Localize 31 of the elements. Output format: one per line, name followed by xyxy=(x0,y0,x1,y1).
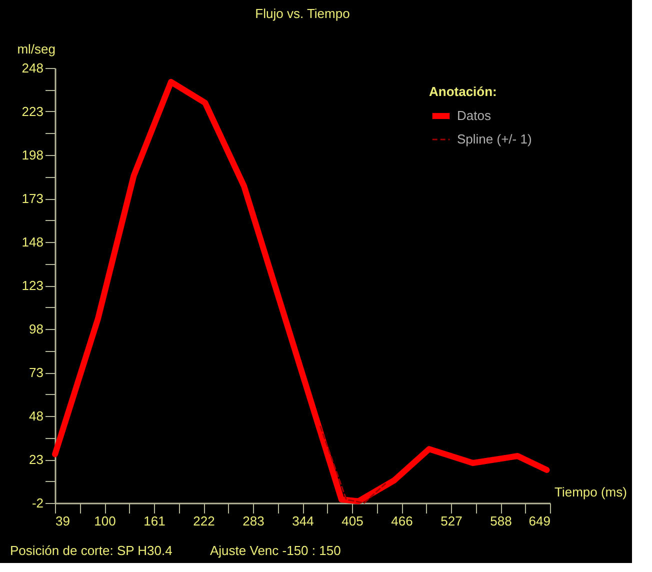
y-tick-label: 98 xyxy=(29,322,44,336)
legend-title: Anotación: xyxy=(429,84,497,99)
y-tick-label: -2 xyxy=(32,496,44,510)
y-tick-label: 173 xyxy=(22,191,44,206)
x-axis-title: Tiempo (ms) xyxy=(554,484,627,500)
x-tick-label: 100 xyxy=(94,514,116,528)
chart-title: Flujo vs. Tiempo xyxy=(255,6,350,21)
y-tick-label: 223 xyxy=(22,104,44,119)
x-tick-label: 588 xyxy=(490,514,512,528)
text: Posición de corte: SP H30.4 xyxy=(10,543,172,558)
y-tick-label: 23 xyxy=(29,452,44,467)
y-tick-label: 73 xyxy=(29,365,44,380)
y-tick-label: 48 xyxy=(29,408,44,424)
line-series xyxy=(320,426,386,504)
y-tick-label: 123 xyxy=(22,278,44,293)
x-tick-label: 39 xyxy=(56,514,70,528)
text: Ajuste Venc -150 : 150 xyxy=(210,543,341,558)
y-tick-label: 198 xyxy=(22,148,44,162)
x-tick-label: 161 xyxy=(144,514,166,528)
legend-label: Spline (+/- 1) xyxy=(457,132,532,146)
y-tick-label: 248 xyxy=(22,60,44,76)
legend-label: Datos xyxy=(457,108,492,123)
x-tick-label: 344 xyxy=(292,514,314,528)
y-axis-title: ml/seg xyxy=(17,42,56,56)
x-tick-label: 405 xyxy=(342,514,364,528)
x-tick-label: 527 xyxy=(440,514,462,528)
x-tick-label: 222 xyxy=(193,514,215,528)
y-tick-label: 148 xyxy=(22,234,44,250)
x-tick-label: 466 xyxy=(391,514,413,528)
x-tick-label: 649 xyxy=(528,514,550,528)
x-tick-label: 283 xyxy=(242,514,264,528)
